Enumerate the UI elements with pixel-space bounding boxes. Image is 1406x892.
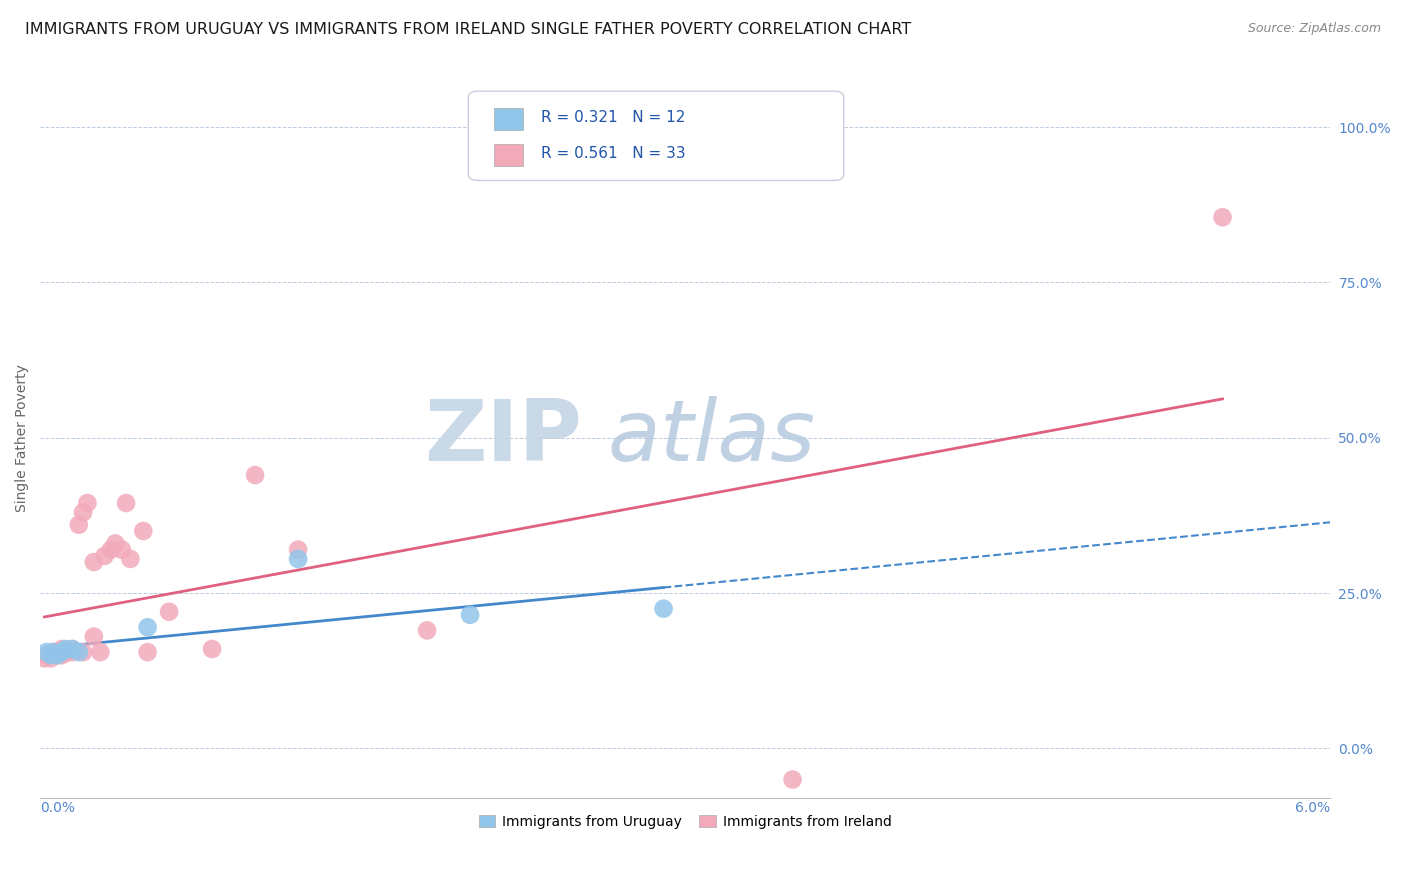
- Point: [120, 552, 142, 566]
- Point: [100, 542, 122, 557]
- Text: IMMIGRANTS FROM URUGUAY VS IMMIGRANTS FROM IRELAND SINGLE FATHER POVERTY CORRELA: IMMIGRANTS FROM URUGUAY VS IMMIGRANTS FR…: [25, 22, 911, 37]
- Text: 0.0%: 0.0%: [41, 801, 75, 815]
- Point: [46, 645, 69, 659]
- Text: ZIP: ZIP: [425, 396, 582, 479]
- Point: [55, 645, 77, 659]
- Text: R = 0.561   N = 33: R = 0.561 N = 33: [540, 146, 685, 161]
- Point: [67, 645, 90, 659]
- Point: [60, 645, 83, 659]
- Point: [83, 555, 105, 569]
- Point: [60, 642, 83, 657]
- FancyBboxPatch shape: [494, 108, 523, 130]
- Point: [72, 505, 94, 519]
- Point: [42, 645, 65, 659]
- Point: [76, 496, 98, 510]
- Point: [35, 645, 58, 659]
- Point: [115, 496, 138, 510]
- Point: [104, 536, 127, 550]
- Point: [51, 642, 73, 657]
- Point: [416, 624, 439, 638]
- Point: [287, 542, 309, 557]
- Point: [136, 645, 159, 659]
- Point: [67, 517, 90, 532]
- Point: [42, 645, 65, 659]
- Point: [46, 648, 69, 663]
- Point: [652, 601, 675, 615]
- Point: [1212, 211, 1234, 225]
- Point: [39, 651, 62, 665]
- Text: Source: ZipAtlas.com: Source: ZipAtlas.com: [1247, 22, 1381, 36]
- Point: [56, 645, 79, 659]
- Point: [39, 648, 62, 663]
- Point: [458, 607, 481, 622]
- Point: [157, 605, 180, 619]
- Text: atlas: atlas: [607, 396, 815, 479]
- FancyBboxPatch shape: [468, 91, 844, 180]
- Point: [782, 772, 804, 787]
- Point: [136, 620, 159, 634]
- Point: [35, 648, 58, 663]
- Point: [72, 645, 94, 659]
- Point: [34, 651, 56, 665]
- Point: [93, 549, 115, 563]
- Point: [51, 648, 73, 663]
- Point: [89, 645, 111, 659]
- Point: [201, 642, 224, 657]
- Legend: Immigrants from Uruguay, Immigrants from Ireland: Immigrants from Uruguay, Immigrants from…: [474, 809, 897, 834]
- Point: [132, 524, 155, 538]
- Point: [111, 542, 134, 557]
- FancyBboxPatch shape: [494, 144, 523, 166]
- Point: [287, 552, 309, 566]
- Point: [55, 642, 77, 657]
- Point: [83, 630, 105, 644]
- Point: [243, 468, 266, 483]
- Text: 6.0%: 6.0%: [1295, 801, 1330, 815]
- Y-axis label: Single Father Poverty: Single Father Poverty: [15, 364, 30, 512]
- Point: [60, 642, 83, 657]
- Point: [51, 645, 73, 659]
- Text: R = 0.321   N = 12: R = 0.321 N = 12: [540, 111, 685, 125]
